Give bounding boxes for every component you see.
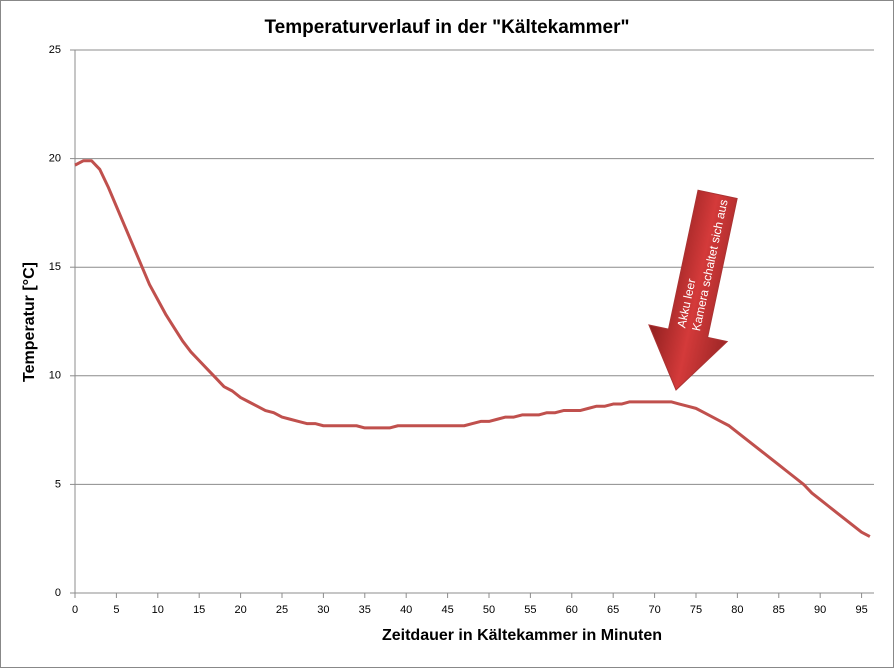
x-tick-label: 45	[441, 604, 453, 616]
y-tick-label: 25	[49, 44, 61, 56]
data-line	[74, 159, 871, 538]
x-tick-label: 60	[566, 604, 578, 616]
y-tick-label: 10	[49, 370, 61, 382]
x-tick-label: 40	[400, 604, 412, 616]
y-axis-title: Temperatur [°C]	[21, 262, 38, 382]
y-tick-label: 20	[49, 153, 61, 165]
x-tick-label: 15	[193, 604, 205, 616]
chart-title: Temperaturverlauf in der "Kältekammer"	[264, 17, 629, 38]
x-tick-label: 80	[731, 604, 743, 616]
x-tick-label: 70	[648, 604, 660, 616]
x-tick-label: 20	[234, 604, 246, 616]
y-tick-label: 5	[55, 478, 61, 490]
x-tick-label: 65	[607, 604, 619, 616]
x-tick-label: 35	[359, 604, 371, 616]
y-tick-label: 15	[49, 261, 61, 273]
arrow-shape	[648, 189, 738, 391]
x-tick-label: 95	[855, 604, 867, 616]
x-tick-label: 0	[72, 604, 78, 616]
x-tick-label: 10	[152, 604, 164, 616]
annotation-arrow: Akku leer Kamera schaltet sich aus	[648, 189, 738, 391]
x-tick-label: 55	[524, 604, 536, 616]
x-tick-label: 25	[276, 604, 288, 616]
x-tick-label: 5	[113, 604, 119, 616]
plot-area: 0 5 10 15 20 25 0 5 10 15 20 25 30 35 40 45 50 55 60 65 70 75…	[49, 44, 874, 616]
x-tick-label: 75	[690, 604, 702, 616]
x-tick-label: 85	[773, 604, 785, 616]
x-tick-label: 30	[317, 604, 329, 616]
x-tick-label: 50	[483, 604, 495, 616]
y-tick-label: 0	[55, 587, 61, 599]
x-tick-label: 90	[814, 604, 826, 616]
x-axis-title: Zeitdauer in Kältekammer in Minuten	[382, 627, 662, 644]
